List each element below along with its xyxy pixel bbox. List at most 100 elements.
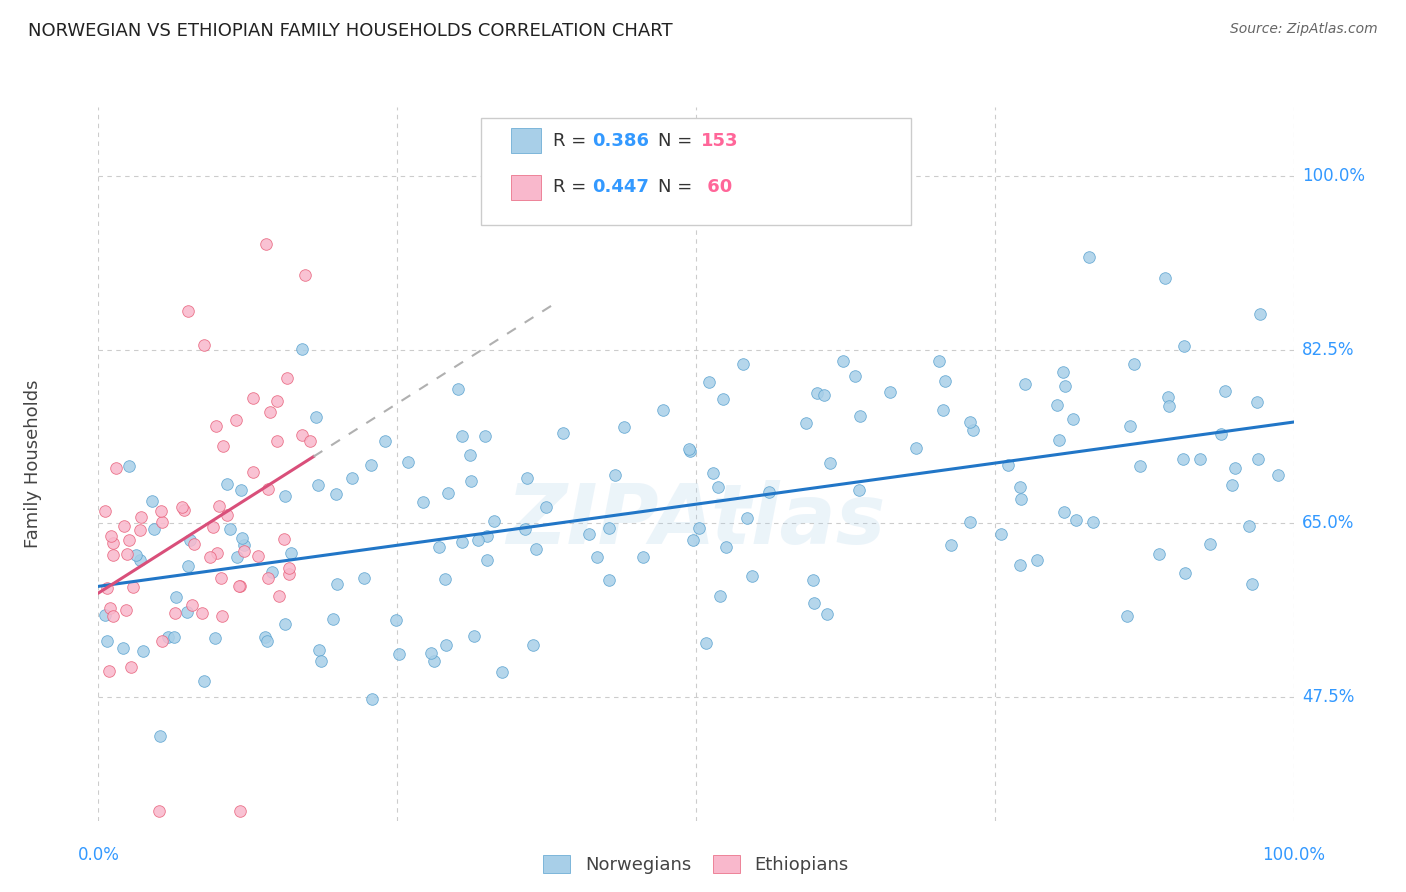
Point <box>458 448 481 462</box>
Point <box>806 385 828 400</box>
Point <box>491 665 513 679</box>
Point <box>1062 412 1084 426</box>
Point <box>294 268 316 282</box>
Point <box>125 549 148 563</box>
Point <box>176 559 198 574</box>
Point <box>962 423 984 437</box>
Text: 65.0%: 65.0% <box>1302 515 1354 533</box>
Point <box>1211 427 1233 442</box>
Point <box>273 533 295 547</box>
Point <box>156 631 179 645</box>
Point <box>1047 433 1070 447</box>
Point <box>121 581 143 595</box>
Point <box>254 630 277 644</box>
Point <box>1154 271 1177 285</box>
Point <box>758 484 780 499</box>
Text: 0.0%: 0.0% <box>77 846 120 863</box>
Point <box>1246 395 1268 409</box>
Point <box>256 634 278 648</box>
Point <box>412 495 434 509</box>
Point <box>1267 467 1289 482</box>
Point <box>385 613 408 627</box>
Point <box>118 458 141 473</box>
Point <box>849 409 872 424</box>
Point <box>460 475 482 489</box>
Point <box>280 546 302 560</box>
Point <box>1025 553 1047 567</box>
Text: NORWEGIAN VS ETHIOPIAN FAMILY HOUSEHOLDS CORRELATION CHART: NORWEGIAN VS ETHIOPIAN FAMILY HOUSEHOLDS… <box>28 22 672 40</box>
Point <box>796 417 818 431</box>
Point <box>997 458 1019 472</box>
Point <box>118 533 141 547</box>
Point <box>311 654 333 668</box>
Point <box>256 571 278 585</box>
Point <box>254 236 277 251</box>
Point <box>100 529 122 543</box>
Point <box>183 536 205 550</box>
Point <box>534 500 557 514</box>
Point <box>340 470 363 484</box>
Point <box>516 471 538 485</box>
Point <box>735 511 758 525</box>
Point <box>101 609 124 624</box>
Point <box>322 612 344 626</box>
Point <box>173 502 195 516</box>
Point <box>208 499 231 513</box>
Point <box>128 553 150 567</box>
Text: R =: R = <box>553 132 592 150</box>
Point <box>474 429 496 443</box>
Point <box>129 510 152 524</box>
Point <box>1171 452 1194 467</box>
Point <box>274 616 297 631</box>
Point <box>482 514 505 528</box>
Point <box>326 577 349 591</box>
Point <box>307 478 329 492</box>
Point <box>1129 459 1152 474</box>
Point <box>709 589 731 603</box>
Point <box>233 538 256 552</box>
Point <box>1077 250 1099 264</box>
Point <box>101 548 124 562</box>
Point <box>204 419 226 434</box>
Point <box>1010 491 1032 506</box>
Point <box>695 635 717 649</box>
Point <box>111 641 134 656</box>
Point <box>1223 461 1246 475</box>
Point <box>467 533 489 547</box>
Point <box>231 531 253 545</box>
Point <box>1116 608 1139 623</box>
Point <box>423 654 446 668</box>
Point <box>844 369 866 384</box>
Point <box>177 304 200 318</box>
Legend: Norwegians, Ethiopians: Norwegians, Ethiopians <box>534 846 858 883</box>
Point <box>1008 480 1031 494</box>
Point <box>959 415 981 429</box>
Point <box>305 409 328 424</box>
Point <box>613 420 636 434</box>
Point <box>93 504 115 518</box>
Point <box>96 582 118 596</box>
Point <box>447 382 470 396</box>
Point <box>274 489 297 503</box>
Point <box>1249 307 1271 321</box>
Point <box>818 456 841 470</box>
Point <box>688 521 710 535</box>
Text: 82.5%: 82.5% <box>1302 341 1354 359</box>
Point <box>98 665 121 679</box>
Point <box>105 461 128 475</box>
Point <box>360 458 382 473</box>
Point <box>150 504 173 518</box>
Point <box>928 353 950 368</box>
Point <box>603 467 626 482</box>
Point <box>204 631 226 645</box>
Point <box>176 605 198 619</box>
Point <box>678 442 700 456</box>
Point <box>578 526 600 541</box>
Point <box>163 630 186 644</box>
Point <box>1222 478 1244 492</box>
Point <box>325 487 347 501</box>
Text: 0.447: 0.447 <box>592 178 650 196</box>
Point <box>959 515 981 529</box>
Point <box>803 596 825 610</box>
Point <box>219 522 242 536</box>
